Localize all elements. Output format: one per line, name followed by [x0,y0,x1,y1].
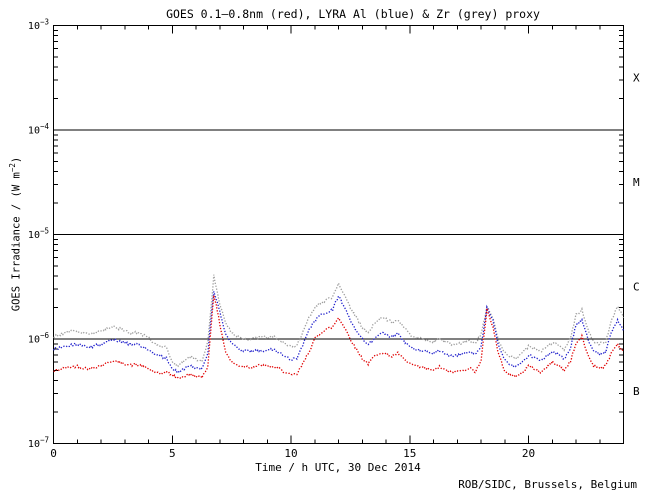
flare-class-label-x: X [633,71,640,84]
x-tick-label: 20 [522,447,535,460]
series-lyra-al-blue [52,291,625,374]
plot-title: GOES 0.1–0.8nm (red), LYRA Al (blue) & Z… [166,7,540,21]
series-lyra-zr-grey [53,274,625,368]
y-tick-label: 10−7 [28,436,49,451]
x-tick-label: 10 [284,447,297,460]
x-tick-label: 0 [50,447,57,460]
y-tick-label: 10−3 [28,18,49,33]
y-tick-label: 10−5 [28,227,49,242]
x-axis-title: Time / h UTC, 30 Dec 2014 [255,461,421,474]
y-tick-label: 10−6 [28,331,50,346]
flare-class-label-c: C [633,280,640,293]
attribution-text: ROB/SIDC, Brussels, Belgium [458,478,637,491]
flare-class-label-b: B [633,385,640,398]
x-tick-label: 5 [169,447,176,460]
x-tick-label: 15 [403,447,416,460]
y-tick-label: 10−4 [28,122,50,137]
flare-class-label-m: M [633,176,640,189]
series-goes-xray-red [53,295,625,380]
